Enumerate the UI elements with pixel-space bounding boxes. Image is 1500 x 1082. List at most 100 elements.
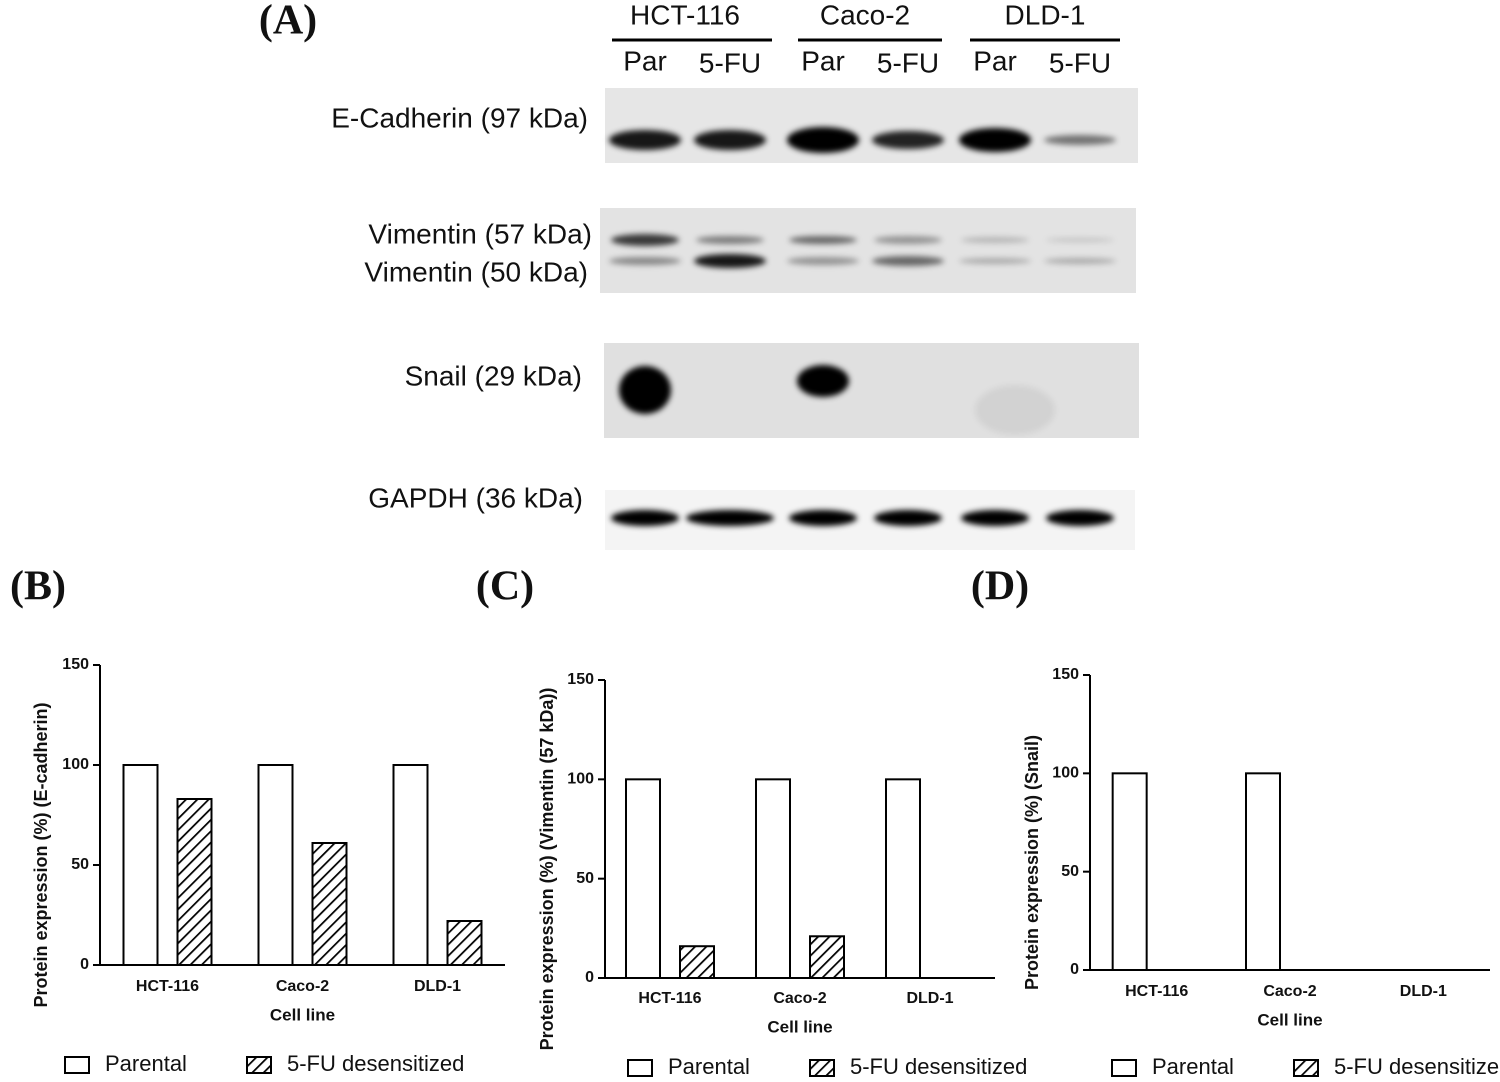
x-axis-label: Cell line: [270, 1005, 335, 1024]
bar: [755, 778, 791, 979]
panel-label: (B): [10, 564, 66, 610]
legend-swatch: [1293, 1059, 1319, 1077]
y-axis-label: Protein expression (%) (Snail): [1022, 735, 1042, 990]
bar: [625, 778, 661, 979]
band: [975, 385, 1055, 435]
y-tick-label: 50: [71, 856, 89, 873]
band: [619, 366, 671, 414]
legend-label: 5-FU desensitized: [850, 1054, 1027, 1079]
panel-label: (C): [476, 564, 534, 610]
legend-swatch: [64, 1056, 90, 1074]
band: [874, 510, 942, 526]
band: [787, 127, 859, 153]
y-tick-label: 0: [1070, 961, 1079, 978]
band: [609, 130, 681, 150]
legend-label: Parental: [105, 1051, 187, 1076]
lane-label: Par: [973, 45, 1017, 76]
lane-label: 5-FU: [699, 47, 761, 78]
blot: [605, 88, 1138, 163]
y-axis-label: Protein expression (%) (Vimentin (57 kDa…: [537, 688, 557, 1051]
band: [694, 130, 766, 150]
x-tick-label: HCT-116: [638, 990, 701, 1007]
x-axis-label: Cell line: [1257, 1010, 1322, 1029]
x-tick-label: DLD-1: [1400, 983, 1447, 1000]
y-tick-label: 100: [62, 756, 89, 773]
lane-label: Par: [801, 45, 845, 76]
band: [611, 510, 679, 526]
y-tick-label: 150: [1052, 666, 1079, 683]
y-axis-label: Protein expression (%) (E-cadherin): [31, 702, 51, 1007]
band: [609, 257, 681, 265]
band: [787, 257, 859, 265]
cell-line-label: HCT-116: [630, 0, 740, 30]
band: [696, 236, 764, 244]
x-tick-label: DLD-1: [906, 990, 953, 1007]
blot: [600, 208, 1136, 293]
y-tick-label: 50: [1061, 863, 1079, 880]
legend-swatch: [627, 1059, 653, 1077]
lane-label: 5-FU: [877, 47, 939, 78]
band: [961, 510, 1029, 526]
band: [694, 254, 766, 268]
cell-line-label: Caco-2: [820, 0, 910, 30]
band: [959, 128, 1031, 152]
protein-label: E-Cadherin (97 kDa): [331, 102, 588, 133]
lane-label: 5-FU: [1049, 47, 1111, 78]
bar: [446, 920, 483, 966]
legend-swatch: [1111, 1059, 1137, 1077]
band: [789, 236, 857, 244]
cell-line-label: DLD-1: [1005, 0, 1086, 30]
protein-label: Snail (29 kDa): [405, 360, 582, 391]
bands: [609, 127, 1116, 526]
band: [961, 237, 1029, 243]
y-tick-label: 0: [80, 956, 89, 973]
band: [959, 258, 1031, 264]
x-tick-label: Caco-2: [1263, 983, 1316, 1000]
bar: [679, 945, 715, 979]
band: [797, 365, 849, 397]
x-tick-label: Caco-2: [773, 990, 826, 1007]
bar: [885, 778, 921, 979]
lane-label: Par: [623, 45, 667, 76]
x-tick-label: HCT-116: [1125, 983, 1188, 1000]
y-tick-label: 50: [576, 870, 594, 887]
band: [872, 256, 944, 266]
legend-swatch: [809, 1059, 835, 1077]
panel-label: (A): [259, 0, 317, 44]
band: [872, 131, 944, 149]
band: [1044, 135, 1116, 145]
y-tick-label: 150: [567, 671, 594, 688]
legend-label: Parental: [1152, 1054, 1234, 1079]
panel-label: (D): [971, 564, 1029, 610]
band: [874, 236, 942, 244]
protein-label: GAPDH (36 kDa): [368, 482, 583, 513]
band: [1046, 510, 1114, 526]
blot: [604, 343, 1139, 438]
bar: [257, 764, 294, 966]
bar: [176, 798, 213, 966]
bar: [311, 842, 348, 966]
x-tick-label: DLD-1: [414, 978, 461, 995]
bar: [1111, 772, 1148, 971]
y-tick-label: 100: [567, 771, 594, 788]
legend-label: 5-FU desensitized: [287, 1051, 464, 1076]
y-tick-label: 100: [1052, 765, 1079, 782]
protein-label: Vimentin (57 kDa): [368, 218, 592, 249]
x-axis-label: Cell line: [767, 1017, 832, 1036]
y-tick-label: 0: [585, 969, 594, 986]
legend-label: Parental: [668, 1054, 750, 1079]
bar: [392, 764, 429, 966]
legend-swatch: [246, 1056, 272, 1074]
x-tick-label: HCT-116: [136, 978, 199, 995]
band: [789, 510, 857, 526]
band: [611, 234, 679, 246]
protein-label: Vimentin (50 kDa): [364, 256, 588, 287]
x-tick-label: Caco-2: [276, 978, 329, 995]
band: [1046, 238, 1114, 242]
bar: [809, 935, 845, 980]
band: [686, 510, 774, 526]
legend-label: 5-FU desensitized: [1334, 1054, 1500, 1079]
bar: [122, 764, 159, 966]
panel-a: (A): [259, 0, 1139, 550]
